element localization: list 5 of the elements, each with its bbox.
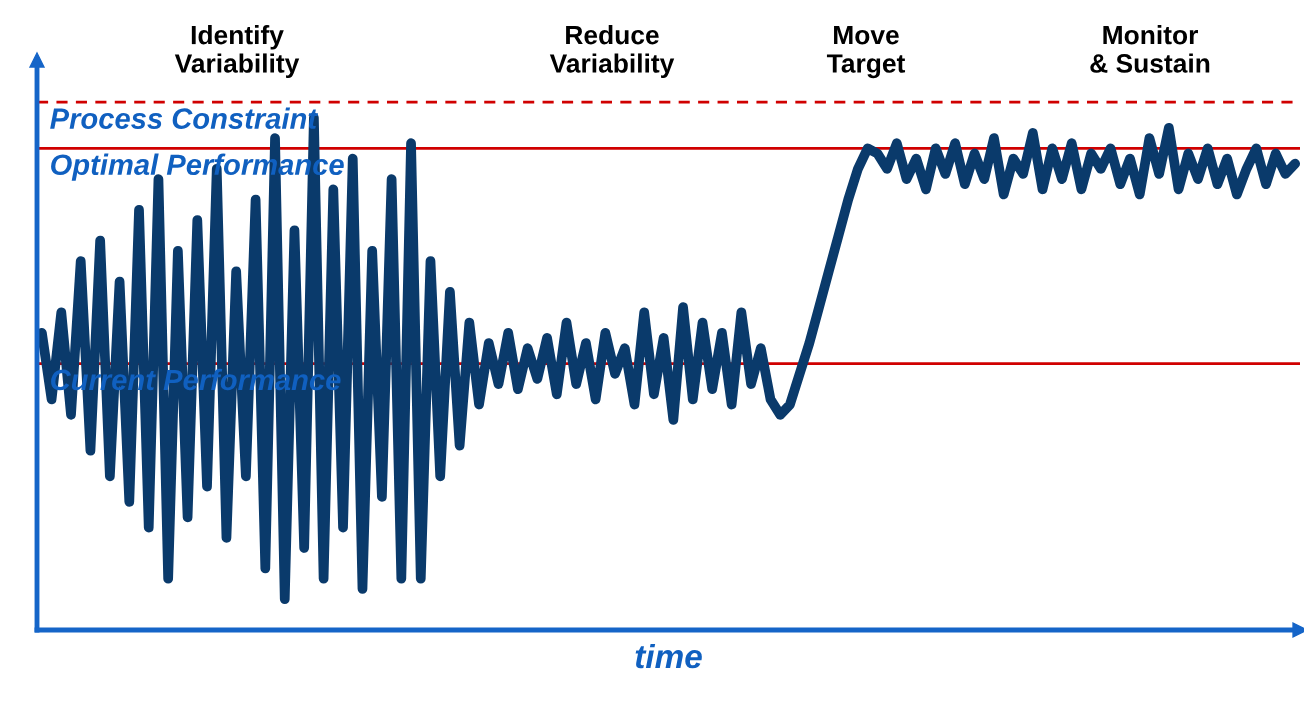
text: Monitor & Sustain bbox=[1090, 25, 1210, 73]
text: Reduce Variability bbox=[549, 25, 675, 79]
text: Move Target bbox=[826, 25, 906, 79]
x-axis-title: time bbox=[635, 643, 702, 669]
text: Identify Variability bbox=[174, 25, 300, 79]
